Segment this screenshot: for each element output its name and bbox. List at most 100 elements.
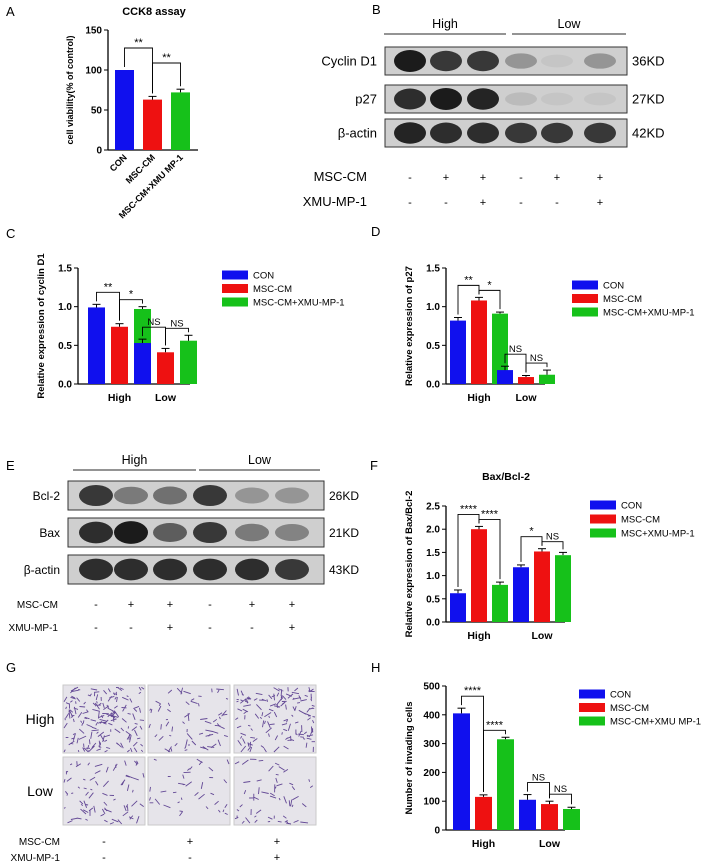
- blot-band: [193, 558, 227, 581]
- legend-swatch: [590, 514, 616, 524]
- y-tick-label: 1.0: [426, 302, 440, 313]
- treatment-mark: +: [480, 197, 486, 209]
- blot-band: [235, 487, 269, 504]
- bar: [115, 70, 134, 150]
- treatment-mark: -: [129, 622, 133, 634]
- y-tick-label: 400: [423, 710, 440, 721]
- y-tick-label: 1.0: [426, 571, 440, 582]
- y-tick-label: 1.5: [426, 548, 440, 559]
- significance-bracket: [165, 327, 189, 346]
- blot-band: [541, 122, 573, 144]
- bar: [534, 551, 550, 622]
- legend-swatch: [222, 297, 248, 307]
- legend-swatch: [222, 284, 248, 293]
- legend-label: MSC-CM+XMU-MP-1: [253, 298, 345, 309]
- stained-cells: [148, 687, 229, 753]
- legend-label: MSC-CM: [603, 294, 642, 305]
- y-tick-label: 0.0: [426, 380, 440, 391]
- blot-band: [193, 521, 227, 544]
- bar: [111, 326, 128, 384]
- significance-label: *: [529, 526, 534, 538]
- x-group-label: High: [108, 392, 131, 404]
- treatment-mark: -: [188, 852, 192, 864]
- significance-bracket: [549, 793, 572, 805]
- y-tick-label: 500: [423, 682, 440, 693]
- blot-band: [467, 88, 499, 110]
- treatment-mark: +: [167, 599, 173, 611]
- y-tick-label: 2.5: [426, 502, 440, 513]
- legend-label: CON: [610, 690, 631, 701]
- chart-title: CCK8 assay: [122, 6, 186, 18]
- micro-row-label: High: [26, 711, 55, 727]
- group-header-label: High: [432, 17, 458, 31]
- blot-band: [79, 484, 113, 507]
- x-group-label: Low: [539, 838, 561, 850]
- significance-bracket: [457, 284, 480, 315]
- significance-label: NS: [530, 353, 543, 364]
- significance-bracket: [457, 513, 480, 587]
- legend-label: CON: [253, 271, 274, 282]
- significance-label: ****: [464, 685, 482, 697]
- bar: [143, 99, 162, 150]
- x-group-label: Low: [532, 630, 554, 642]
- significance-label: NS: [147, 317, 160, 328]
- x-group-label: Low: [155, 392, 177, 404]
- stained-cells: [234, 758, 314, 825]
- panel-f-bax-bcl2-chart: 0.0 0.5 1.0 1.5 2.0 2.5 Relative expression of…: [404, 471, 695, 642]
- treatment-mark: -: [208, 622, 212, 634]
- significance-label: ****: [486, 719, 504, 731]
- panel-letter-c: C: [6, 226, 15, 241]
- treatment-label: MSC-CM: [314, 169, 367, 184]
- bar: [157, 352, 174, 384]
- micrograph: [233, 684, 317, 754]
- significance-bracket: [119, 299, 143, 321]
- treatment-mark: +: [128, 599, 134, 611]
- micro-row-label: Low: [27, 783, 54, 799]
- blot-band: [79, 558, 113, 581]
- treatment-mark: -: [102, 852, 106, 864]
- blot-band: [394, 50, 426, 72]
- treatment-label: MSC-CM: [19, 837, 60, 848]
- treatment-mark: +: [289, 599, 295, 611]
- panel-letters: A B C D E F G H: [6, 2, 381, 675]
- blot-band: [505, 53, 537, 69]
- group-header-label: Low: [248, 453, 272, 467]
- significance-bracket: [525, 362, 548, 373]
- treatment-mark: +: [480, 172, 486, 184]
- treatment-mark: +: [274, 852, 280, 864]
- significance-bracket: [478, 289, 501, 310]
- blot-band: [430, 88, 462, 110]
- blot-size-label: 26KD: [329, 489, 359, 503]
- y-tick-label: 0.0: [58, 380, 72, 391]
- bar: [497, 370, 513, 384]
- panel-letter-h: H: [371, 660, 380, 675]
- blot-band: [153, 486, 187, 505]
- blot-band: [467, 122, 499, 144]
- bar: [519, 799, 536, 830]
- treatment-mark: +: [167, 622, 173, 634]
- significance-bracket: [504, 353, 527, 373]
- x-tick-label: CON: [108, 152, 129, 173]
- bar: [518, 377, 534, 384]
- blot-row-label: β-actin: [24, 563, 60, 577]
- legend-swatch: [579, 703, 605, 712]
- x-group-label: High: [472, 838, 495, 850]
- y-axis-label: Relative expression of cyclin D1: [36, 253, 47, 399]
- blot-strip: [384, 46, 628, 76]
- blot-band: [394, 122, 426, 144]
- treatment-label: XMU-MP-1: [11, 853, 61, 864]
- blot-band: [541, 54, 573, 68]
- blot-band: [275, 558, 309, 581]
- panel-c-cyclin-d1-chart: 0.0 0.5 1.0 1.5 Relative expression of cycli…: [36, 253, 345, 404]
- blot-band: [193, 484, 227, 507]
- treatment-label: MSC-CM: [17, 600, 58, 611]
- y-tick-label: 0.5: [58, 341, 72, 352]
- legend-label: MSC-CM: [253, 284, 292, 295]
- blot-band: [275, 524, 309, 541]
- blot-size-label: 27KD: [632, 92, 665, 107]
- bar: [450, 320, 466, 384]
- bar: [513, 567, 529, 622]
- panel-g-transwell-images: High Low MSC-CM - + + XMU-MP-1 - - +: [11, 684, 317, 864]
- micrograph: [62, 684, 146, 754]
